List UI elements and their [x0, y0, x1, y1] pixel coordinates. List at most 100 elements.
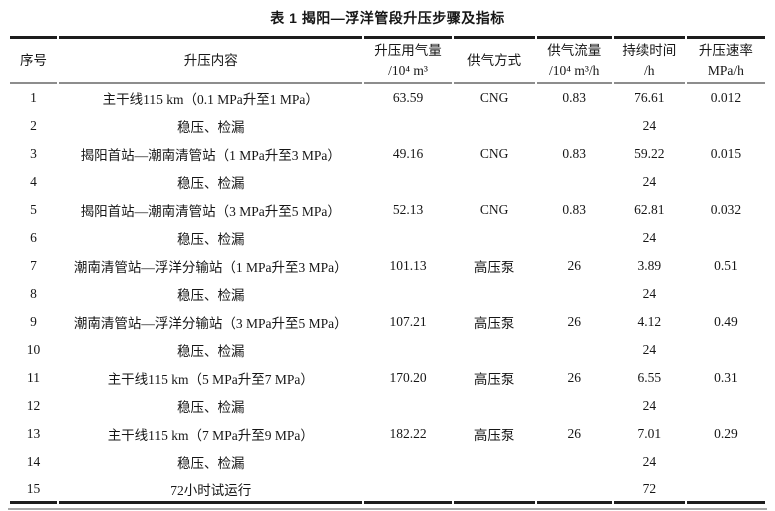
- col-header-duration-unit: /h: [644, 62, 655, 78]
- table-cell-r14-c1: 14: [26, 454, 41, 470]
- table-cell-r1-c1: 1: [30, 90, 37, 106]
- table-cell-r12-c4: [454, 392, 535, 420]
- table-cell-r12-c7: [687, 392, 765, 420]
- table-cell-r15-c7: [686, 476, 765, 505]
- table-cell-r6-c4: [454, 224, 535, 252]
- table-cell-r2-c2: 稳压、检漏: [177, 120, 245, 136]
- table-cell-r15-c6: 72: [613, 476, 685, 505]
- col-header-duration: 持续时间 /h: [613, 36, 685, 85]
- table-cell-r8-c5: [537, 280, 612, 308]
- table-cell-r15-c3: [364, 476, 452, 505]
- col-header-boost-rate: 升压速率 MPa/h: [686, 36, 765, 85]
- col-header-seq-label: 序号: [20, 52, 48, 68]
- table-row: 6 稳压、检漏 24: [10, 224, 765, 252]
- table-cell-r15-c2: 72小时试运行: [59, 476, 363, 505]
- table-cell-r6-c3: [364, 224, 451, 252]
- header-row: 序号 升压内容 升压用气量 /10⁴ m³ 供气方式 供气流量 /10: [10, 36, 765, 85]
- table-cell-r14-c5: [537, 448, 612, 476]
- table-cell-r4-c2: 稳压、检漏: [177, 176, 245, 192]
- table-cell-r14-c2: 稳压、检漏: [177, 456, 245, 472]
- table-cell-r9-c5: 26: [567, 314, 581, 330]
- table-cell-r2-c6: 24: [642, 118, 657, 134]
- table-cell-r14-c6: 24: [642, 454, 657, 470]
- table-cell-r7-c3: 101.13: [389, 258, 427, 274]
- table-cell-r14-c4: [454, 448, 535, 476]
- table-cell-r5-c6: 62.81: [634, 202, 665, 218]
- col-header-boost-rate-label: 升压速率: [698, 43, 753, 58]
- table-cell-r8-c6: 24: [642, 286, 657, 302]
- col-header-content-label: 升压内容: [183, 52, 238, 68]
- col-header-gas-volume-label: 升压用气量: [374, 43, 442, 58]
- table-cell-r11-c1: 11: [27, 370, 41, 386]
- col-header-flow-rate-label: 供气流量: [547, 43, 602, 58]
- table-cell-r9-c2: 潮南清管站—浮洋分输站（3 MPa升至5 MPa）: [73, 316, 348, 332]
- table-cell-r14-c3: [364, 448, 451, 476]
- table-cell-r4-c7: [687, 168, 765, 196]
- table-cell-r10-c6: 24: [642, 342, 657, 358]
- table-cell-r12-c6: 24: [642, 398, 657, 414]
- table-cell-r1-c2: 主干线115 km（0.1 MPa升至1 MPa）: [102, 92, 319, 108]
- table-cell-r10-c5: [537, 336, 612, 364]
- table-cell-r13-c5: 26: [567, 426, 581, 442]
- table-cell-r4-c4: [454, 168, 535, 196]
- table-cell-r2-c1: 2: [30, 118, 37, 134]
- table-row: 11 主干线115 km（5 MPa升至7 MPa） 170.20 高压泵 26 6.55…: [10, 364, 765, 392]
- col-header-duration-label: 持续时间: [622, 43, 677, 58]
- table-cell-r10-c3: [364, 336, 451, 364]
- table-row: 1 主干线115 km（0.1 MPa升至1 MPa） 63.59 CNG 0.83 76…: [10, 84, 765, 112]
- table-row: 12 稳压、检漏 24: [10, 392, 765, 420]
- table-cell-r9-c6: 4.12: [637, 314, 662, 330]
- table-cell-r12-c1: 12: [26, 398, 41, 414]
- table-cell-r5-c4: CNG: [479, 202, 509, 218]
- table-cell-r8-c1: 8: [30, 286, 37, 302]
- table-cell-r5-c3: 52.13: [392, 202, 424, 218]
- table-cell-r6-c6: 24: [642, 230, 657, 246]
- table-cell-r7-c2: 潮南清管站—浮洋分输站（1 MPa升至3 MPa）: [73, 260, 348, 276]
- table-cell-r3-c2: 揭阳首站—潮南清管站（1 MPa升至3 MPa）: [80, 148, 341, 164]
- table-cell-r11-c3: 170.20: [389, 370, 427, 386]
- table-cell-r12-c3: [364, 392, 451, 420]
- table-row: 5 揭阳首站—潮南清管站（3 MPa升至5 MPa） 52.13 CNG 0.83 62.…: [10, 196, 765, 224]
- table-cell-r13-c2: 主干线115 km（7 MPa升至9 MPa）: [107, 428, 314, 444]
- table-cell-r10-c2: 稳压、检漏: [177, 344, 245, 360]
- table-cell-r13-c7: 0.29: [714, 426, 738, 442]
- table-cell-r4-c3: [364, 168, 451, 196]
- table-cell-r11-c2: 主干线115 km（5 MPa升至7 MPa）: [107, 372, 314, 388]
- table-cell-r1-c7: 0.012: [710, 90, 742, 106]
- table-cell-r15-c4: [453, 476, 535, 505]
- table-row: 3 揭阳首站—潮南清管站（1 MPa升至3 MPa） 49.16 CNG 0.83 59.…: [10, 140, 765, 168]
- col-header-supply-method: 供气方式: [453, 36, 535, 85]
- table-cell-r13-c4: 高压泵: [473, 428, 515, 444]
- bottom-rule: [8, 508, 767, 511]
- table-row: 8 稳压、检漏 24: [10, 280, 765, 308]
- table-cell-r1-c3: 63.59: [392, 90, 424, 106]
- table-cell-r7-c7: 0.51: [714, 258, 738, 274]
- table-cell-r4-c1: 4: [30, 174, 37, 190]
- table-row: 10 稳压、检漏 24: [10, 336, 765, 364]
- table-cell-r10-c1: 10: [26, 342, 41, 358]
- table-cell-r13-c6: 7.01: [637, 426, 662, 442]
- table-cell-r13-c1: 13: [26, 426, 41, 442]
- table-cell-r11-c7: 0.31: [714, 370, 738, 386]
- table-cell-r1-c5: 0.83: [562, 90, 587, 106]
- table-cell-r8-c7: [687, 280, 765, 308]
- col-header-gas-volume-unit: /10⁴ m³: [388, 62, 428, 78]
- table-cell-r8-c2: 稳压、检漏: [177, 288, 245, 304]
- table-cell-r9-c7: 0.49: [714, 314, 738, 330]
- table-cell-r7-c5: 26: [567, 258, 581, 274]
- table-cell-r15-c5: [536, 476, 612, 505]
- table-cell-r13-c3: 182.22: [389, 426, 427, 442]
- table-cell-r4-c6: 24: [642, 174, 657, 190]
- table-cell-r2-c4: [454, 112, 535, 140]
- table-row: 14 稳压、检漏 24: [10, 448, 765, 476]
- table-cell-r12-c2: 稳压、检漏: [177, 400, 245, 416]
- table-cell-r6-c1: 6: [30, 230, 37, 246]
- table-cell-r6-c7: [687, 224, 765, 252]
- table-row: 13 主干线115 km（7 MPa升至9 MPa） 182.22 高压泵 26 7.01…: [10, 420, 765, 448]
- table-cell-r2-c7: [687, 112, 765, 140]
- table-cell-r3-c3: 49.16: [392, 146, 424, 162]
- table-cell-r9-c4: 高压泵: [473, 316, 515, 332]
- table-cell-r5-c2: 揭阳首站—潮南清管站（3 MPa升至5 MPa）: [80, 204, 341, 220]
- table-cell-r4-c5: [537, 168, 612, 196]
